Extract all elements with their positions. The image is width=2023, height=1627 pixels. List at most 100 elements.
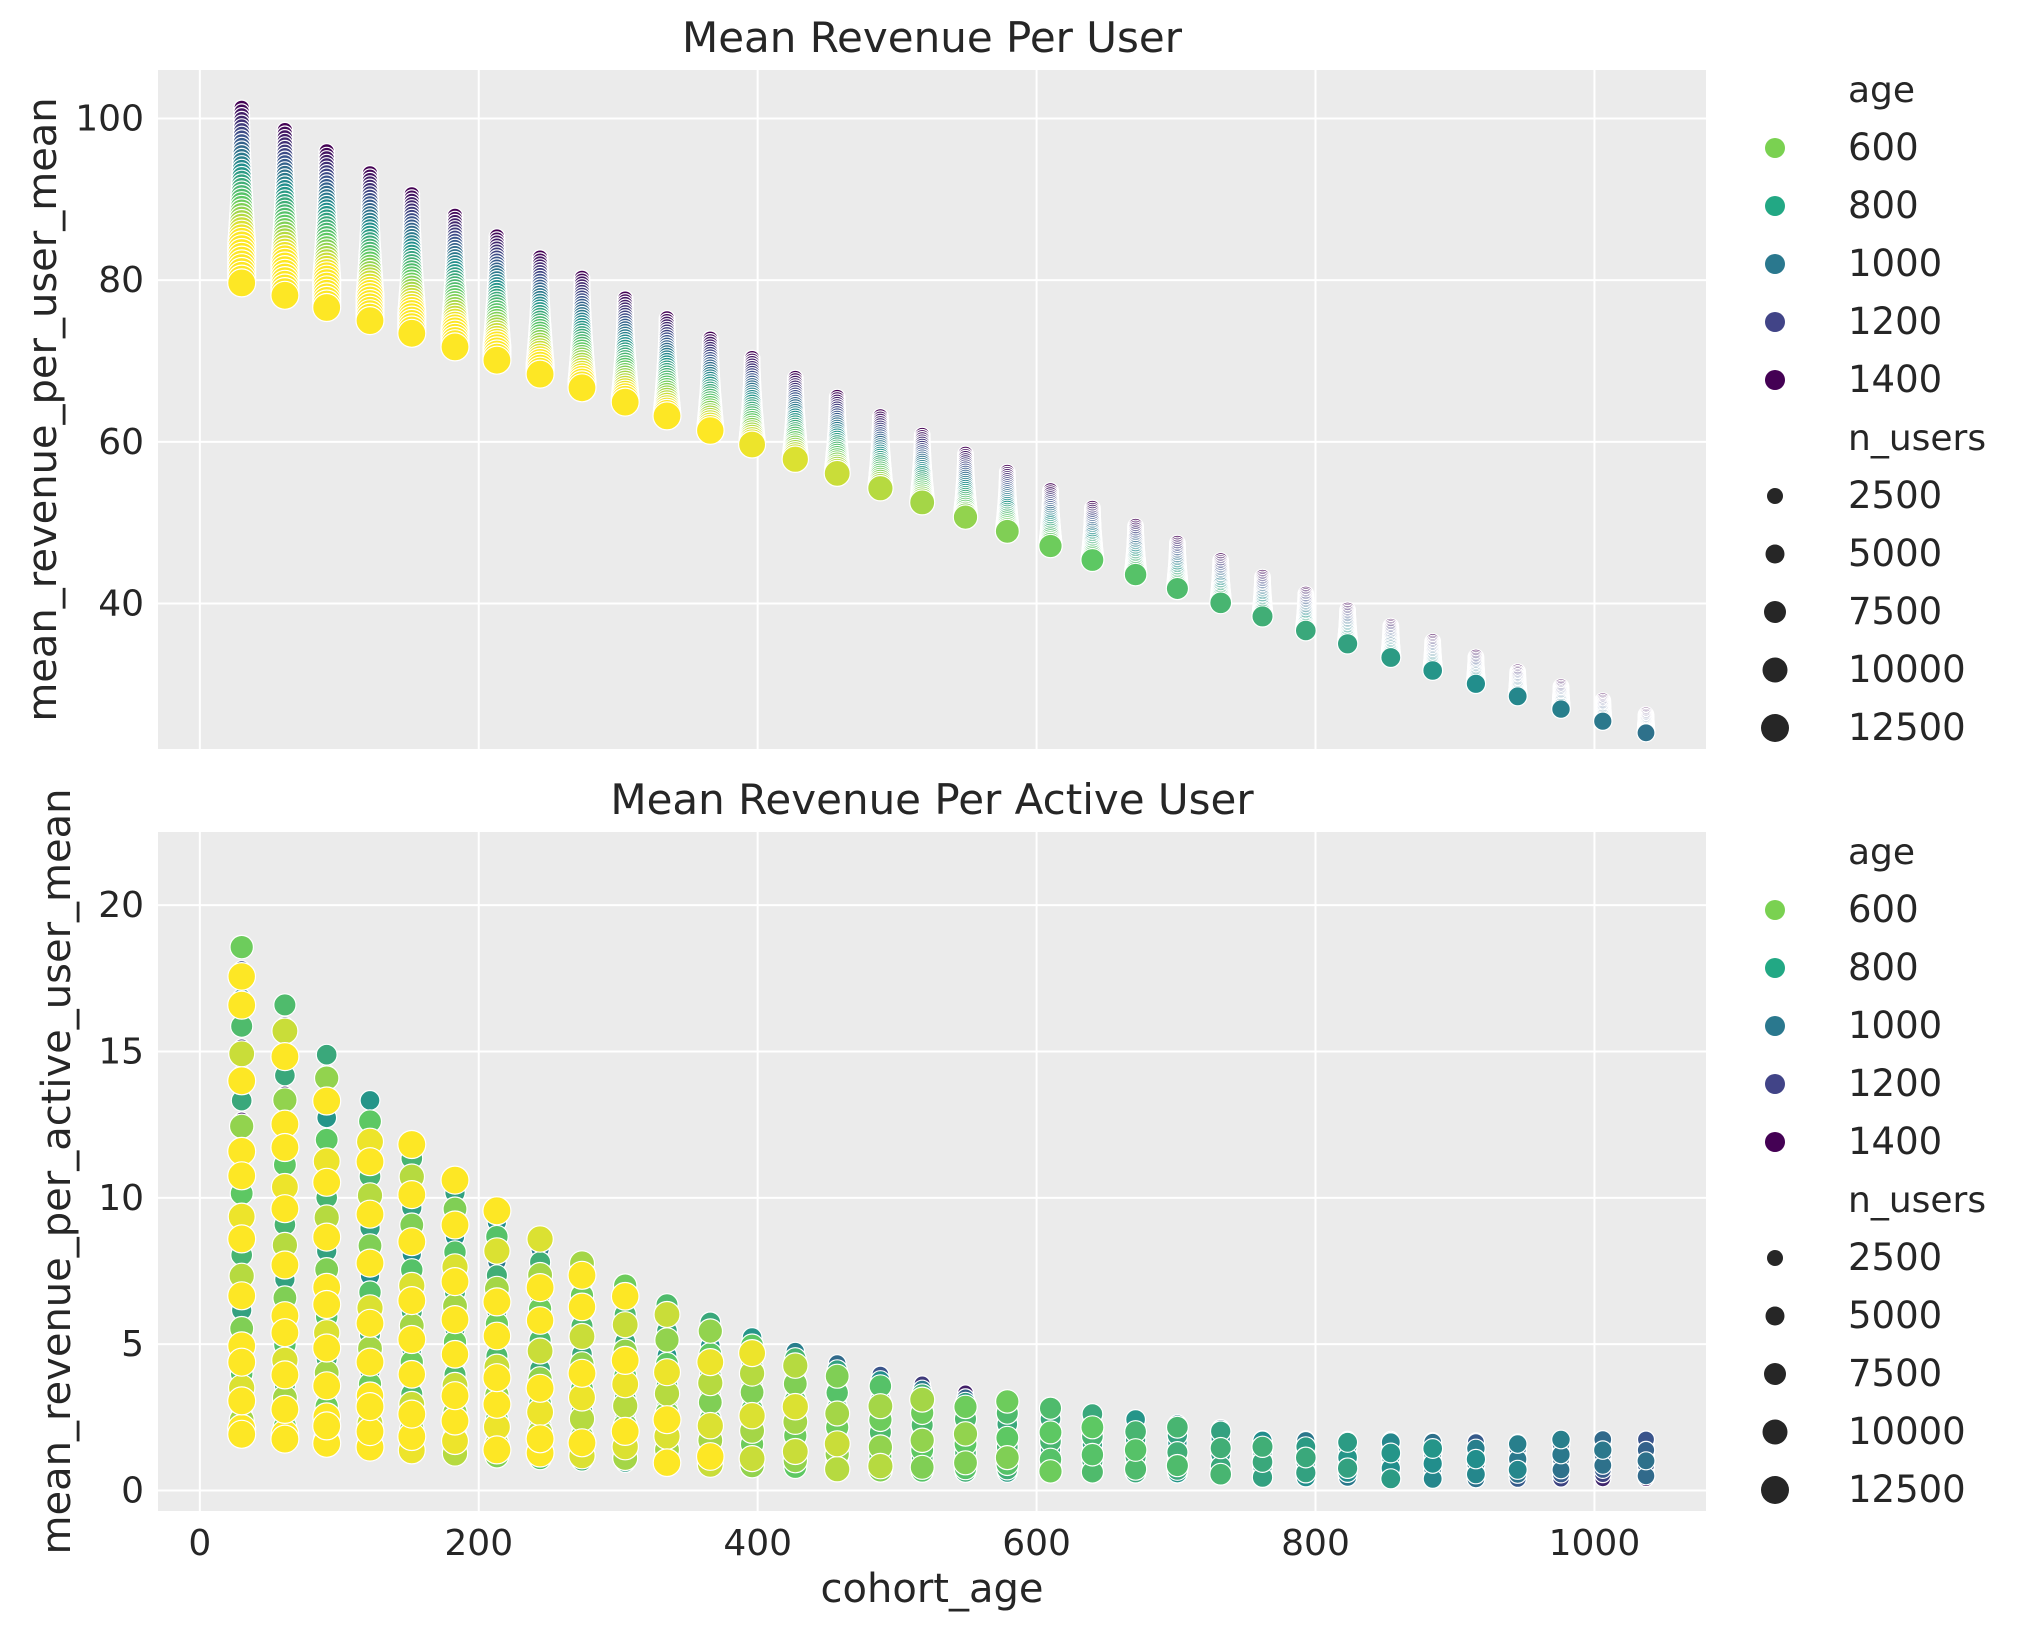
scatter-point — [355, 1308, 385, 1338]
legend-size-marker — [1765, 544, 1785, 564]
legend-hue-marker — [1765, 958, 1785, 978]
scatter-point — [1165, 1415, 1189, 1439]
scatter-point — [909, 1454, 935, 1480]
scatter-point — [355, 1248, 385, 1278]
scatter-point — [482, 1435, 512, 1465]
scatter-point — [355, 306, 385, 336]
scatter-point — [1165, 576, 1190, 601]
scatter-point — [397, 1129, 427, 1160]
scatter-point — [397, 1179, 427, 1210]
y-tick-label: 80 — [98, 260, 144, 301]
legend-size-marker — [1767, 488, 1783, 504]
scatter-point — [1507, 1459, 1528, 1480]
bottom-chart-points — [227, 934, 1656, 1490]
scatter-point — [1209, 591, 1233, 615]
scatter-point — [397, 1399, 427, 1429]
scatter-point — [1038, 1396, 1063, 1420]
scatter-point — [272, 1087, 298, 1113]
legend-hue-title: age — [1848, 832, 1915, 873]
scatter-point — [1380, 1468, 1402, 1490]
scatter-point — [1551, 699, 1571, 719]
legend-hue-marker — [1765, 1132, 1785, 1152]
legend-hue-marker — [1765, 196, 1785, 216]
scatter-point — [952, 1450, 979, 1476]
scatter-point — [525, 1424, 555, 1454]
legend-hue-label: 600 — [1848, 126, 1919, 169]
scatter-point — [568, 1322, 596, 1351]
legend-size-marker — [1767, 1250, 1783, 1266]
scatter-point — [867, 1393, 894, 1420]
scatter-point — [227, 268, 257, 298]
scatter-point — [397, 1227, 427, 1257]
scatter-point — [525, 1306, 555, 1335]
scatter-point — [1336, 1431, 1359, 1453]
y-tick-label: 20 — [98, 885, 144, 926]
top-chart-legend: age 600 800 1000 1200 1400 n_users 2500 5000 7500… — [1761, 70, 1986, 749]
scatter-point — [1165, 1453, 1190, 1478]
x-tick-label: 600 — [1002, 1523, 1071, 1564]
scatter-point — [1038, 533, 1063, 559]
scatter-point — [315, 1043, 338, 1066]
scatter-point — [482, 1196, 512, 1226]
x-tick-label: 400 — [723, 1523, 792, 1564]
scatter-point — [227, 1347, 257, 1377]
scatter-point — [525, 1373, 555, 1403]
scatter-point — [1636, 723, 1656, 743]
legend-size-label: 12500 — [1848, 706, 1966, 749]
scatter-point — [270, 1318, 300, 1348]
y-tick-label: 10 — [98, 1178, 144, 1219]
scatter-point — [440, 1339, 470, 1369]
scatter-point — [738, 1401, 766, 1430]
scatter-point — [482, 1389, 512, 1419]
scatter-point — [610, 1416, 640, 1447]
scatter-point — [482, 1363, 512, 1393]
scatter-point — [397, 318, 427, 348]
scatter-point — [312, 292, 342, 323]
x-tick-label: 0 — [188, 1523, 211, 1564]
scatter-point — [525, 359, 555, 389]
scatter-point — [781, 445, 810, 473]
scatter-point — [355, 1147, 385, 1177]
scatter-point — [270, 1041, 300, 1072]
scatter-point — [994, 1389, 1020, 1414]
scatter-point — [738, 1444, 766, 1473]
scatter-point — [610, 1345, 640, 1376]
scatter-point — [697, 1318, 724, 1344]
legend-hue-label: 600 — [1848, 888, 1919, 931]
top-chart-grid — [158, 70, 1706, 749]
legend-hue-label: 1000 — [1848, 242, 1942, 285]
bottom-chart-panel: 0 200 400 600 800 1000 0 5 10 15 20 Mean Revenue P… — [34, 775, 1706, 1612]
scatter-point — [1251, 605, 1274, 628]
scatter-point — [359, 1089, 381, 1111]
scatter-point — [696, 1411, 725, 1440]
scatter-point — [737, 1338, 767, 1368]
scatter-point — [824, 1400, 851, 1427]
scatter-point — [952, 1421, 979, 1447]
scatter-point — [781, 1392, 810, 1421]
scatter-point — [1294, 1446, 1317, 1469]
scatter-point — [312, 1289, 342, 1320]
scatter-point — [781, 1437, 809, 1466]
scatter-point — [312, 1167, 342, 1197]
scatter-point — [652, 1405, 682, 1435]
legend-hue-label: 1200 — [1848, 1062, 1942, 1105]
top-chart-ticks: 40 60 80 100 — [75, 99, 144, 625]
legend-size-marker — [1761, 1476, 1789, 1504]
scatter-point — [270, 1360, 300, 1390]
legend-size-marker — [1764, 1363, 1786, 1385]
bottom-chart-title: Mean Revenue Per Active User — [610, 775, 1254, 824]
scatter-point — [312, 1333, 342, 1363]
scatter-point — [1593, 1440, 1613, 1460]
scatter-point — [1422, 659, 1444, 681]
scatter-point — [823, 459, 851, 487]
x-tick-label: 800 — [1281, 1523, 1350, 1564]
scatter-point — [271, 1017, 299, 1045]
top-chart-ylabel: mean_revenue_per_user_mean — [20, 97, 66, 721]
scatter-point — [228, 1040, 256, 1068]
top-chart-panel: 40 60 80 100 Mean Revenue Per User mean_rev… — [20, 13, 1706, 749]
scatter-point — [1038, 1459, 1063, 1484]
scatter-point — [355, 1391, 385, 1422]
y-tick-label: 40 — [98, 584, 144, 625]
bottom-chart-ylabel: mean_revenue_per_active_user_mean — [34, 789, 80, 1555]
